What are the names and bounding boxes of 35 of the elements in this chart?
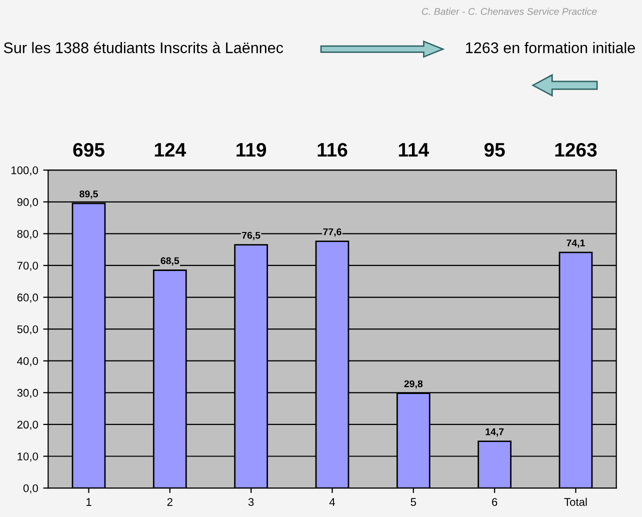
text: C. Batier - C. Chenaves Service Practice (422, 8, 597, 15)
data-label: 89,5 (80, 190, 98, 199)
y-tick-label: 70,0 (17, 262, 38, 271)
data-label: 76,5 (242, 232, 260, 240)
x-tick-label: Total (564, 498, 587, 506)
y-tick-label: 80,0 (17, 230, 38, 240)
data-label: 77,6 (323, 228, 342, 237)
y-tick-label: 90,0 (17, 198, 38, 208)
y-tick-label: 40,0 (17, 357, 38, 366)
data-label: 68,5 (160, 257, 180, 266)
data-label: 29,8 (404, 380, 423, 389)
data-label: 14,7 (486, 428, 504, 437)
y-tick-label: 10,0 (18, 452, 38, 462)
y-tick-label: 30,0 (17, 388, 38, 398)
text: 119 (236, 142, 266, 157)
x-tick-label: 4 (329, 498, 335, 506)
text: 95 (484, 142, 505, 157)
y-tick-label: 50,0 (17, 325, 38, 335)
text: 116 (318, 142, 348, 157)
chart-title: Sur les 1388 étudiants Inscrits à Laënnec (4, 42, 284, 54)
data-label: 74,1 (566, 240, 585, 248)
text: 695 (73, 142, 104, 157)
chart-subtitle: 1263 en formation initiale (466, 42, 635, 54)
x-tick-label: 3 (248, 498, 254, 506)
text: 114 (398, 143, 429, 157)
text: 1263 (555, 142, 597, 157)
x-tick-label: 2 (167, 498, 172, 506)
text: 124 (154, 142, 186, 157)
y-tick-label: 100,0 (11, 166, 38, 176)
x-tick-label: 1 (86, 498, 92, 506)
y-tick-label: 20,0 (17, 420, 38, 430)
y-tick-label: 0,0 (23, 484, 38, 494)
x-tick-label: 5 (410, 498, 416, 506)
y-tick-label: 60,0 (17, 294, 38, 303)
x-tick-label: 6 (492, 498, 498, 506)
